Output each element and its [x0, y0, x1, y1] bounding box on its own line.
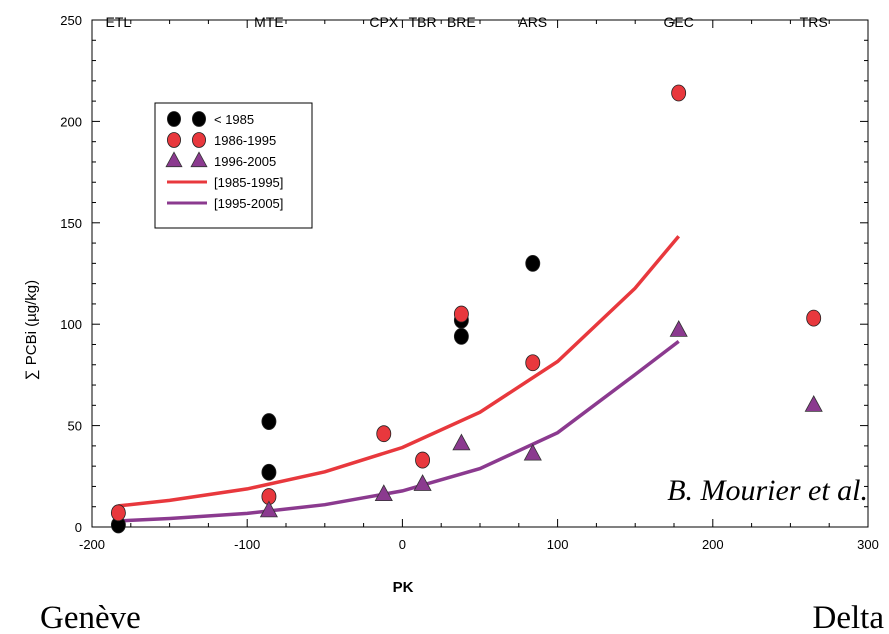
x-axis-label: PK: [393, 579, 414, 596]
data-point: [804, 395, 823, 412]
data-point: [669, 320, 688, 337]
legend-marker: [191, 132, 206, 148]
legend-marker: [190, 151, 208, 168]
y-tick-label: 200: [60, 114, 82, 129]
data-point: [413, 474, 432, 491]
x-tick-label: 300: [857, 537, 879, 552]
place-right-label: Delta: [813, 600, 885, 634]
station-label: TRS: [800, 14, 828, 30]
station-labels: ETL MTE CPX TBR BRE ARS GEC TRS: [106, 14, 828, 30]
data-point: [376, 425, 392, 443]
fit-curve: [118, 340, 680, 523]
data-point: [110, 504, 126, 522]
author-annotation: B. Mourier et al.: [667, 474, 868, 507]
data-point: [806, 309, 822, 327]
data-point: [453, 327, 469, 345]
data-point: [259, 500, 278, 518]
station-label: GEC: [663, 14, 693, 30]
legend-label: [1985-1995]: [214, 175, 283, 190]
station-label: ETL: [106, 14, 132, 30]
y-tick-label: 50: [68, 419, 82, 434]
x-tick-label: 200: [702, 537, 724, 552]
legend-label: < 1985: [214, 112, 254, 127]
place-left-label: Genève: [40, 600, 141, 634]
legend-label: 1986-1995: [214, 133, 276, 148]
station-label: BRE: [447, 14, 476, 30]
y-tick-label: 100: [60, 317, 82, 332]
fit-curve: [118, 235, 681, 508]
legend: < 1985 1986-1995 1996-2005 [1985-1995] [1995…: [154, 102, 313, 229]
data-points: [110, 84, 823, 534]
x-tick-label: 0: [399, 537, 406, 552]
x-tick-label: -200: [79, 537, 105, 552]
legend-marker: [166, 111, 181, 127]
station-label: MTE: [254, 14, 284, 30]
legend-label: [1995-2005]: [214, 196, 283, 211]
data-point: [261, 463, 277, 481]
legend-marker: [166, 132, 181, 148]
y-tick-label: 150: [60, 216, 82, 231]
data-point: [671, 84, 687, 102]
data-point: [453, 305, 469, 323]
data-point: [374, 484, 393, 502]
station-label: CPX: [369, 14, 398, 30]
y-tick-label: 250: [60, 13, 82, 28]
data-point: [452, 433, 471, 451]
data-point: [523, 443, 542, 461]
x-tick-label: 100: [547, 537, 569, 552]
station-label: TBR: [409, 14, 437, 30]
x-tick-label: -100: [234, 537, 260, 552]
fit-curves: [118, 235, 681, 523]
legend-label: 1996-2005: [214, 154, 276, 169]
data-point: [261, 413, 277, 430]
data-point: [525, 254, 541, 272]
data-point: [525, 354, 541, 372]
axes: -200 -100 0 100 200 300 0 50 100 150 200 250: [60, 13, 879, 552]
station-label: ARS: [518, 14, 547, 30]
y-axis-label: ∑ PCBi (µg/kg): [23, 280, 40, 380]
plot-frame: [91, 19, 869, 528]
data-point: [415, 451, 431, 469]
legend-marker: [165, 151, 183, 168]
legend-marker: [191, 111, 206, 127]
y-tick-label: 0: [75, 520, 82, 535]
